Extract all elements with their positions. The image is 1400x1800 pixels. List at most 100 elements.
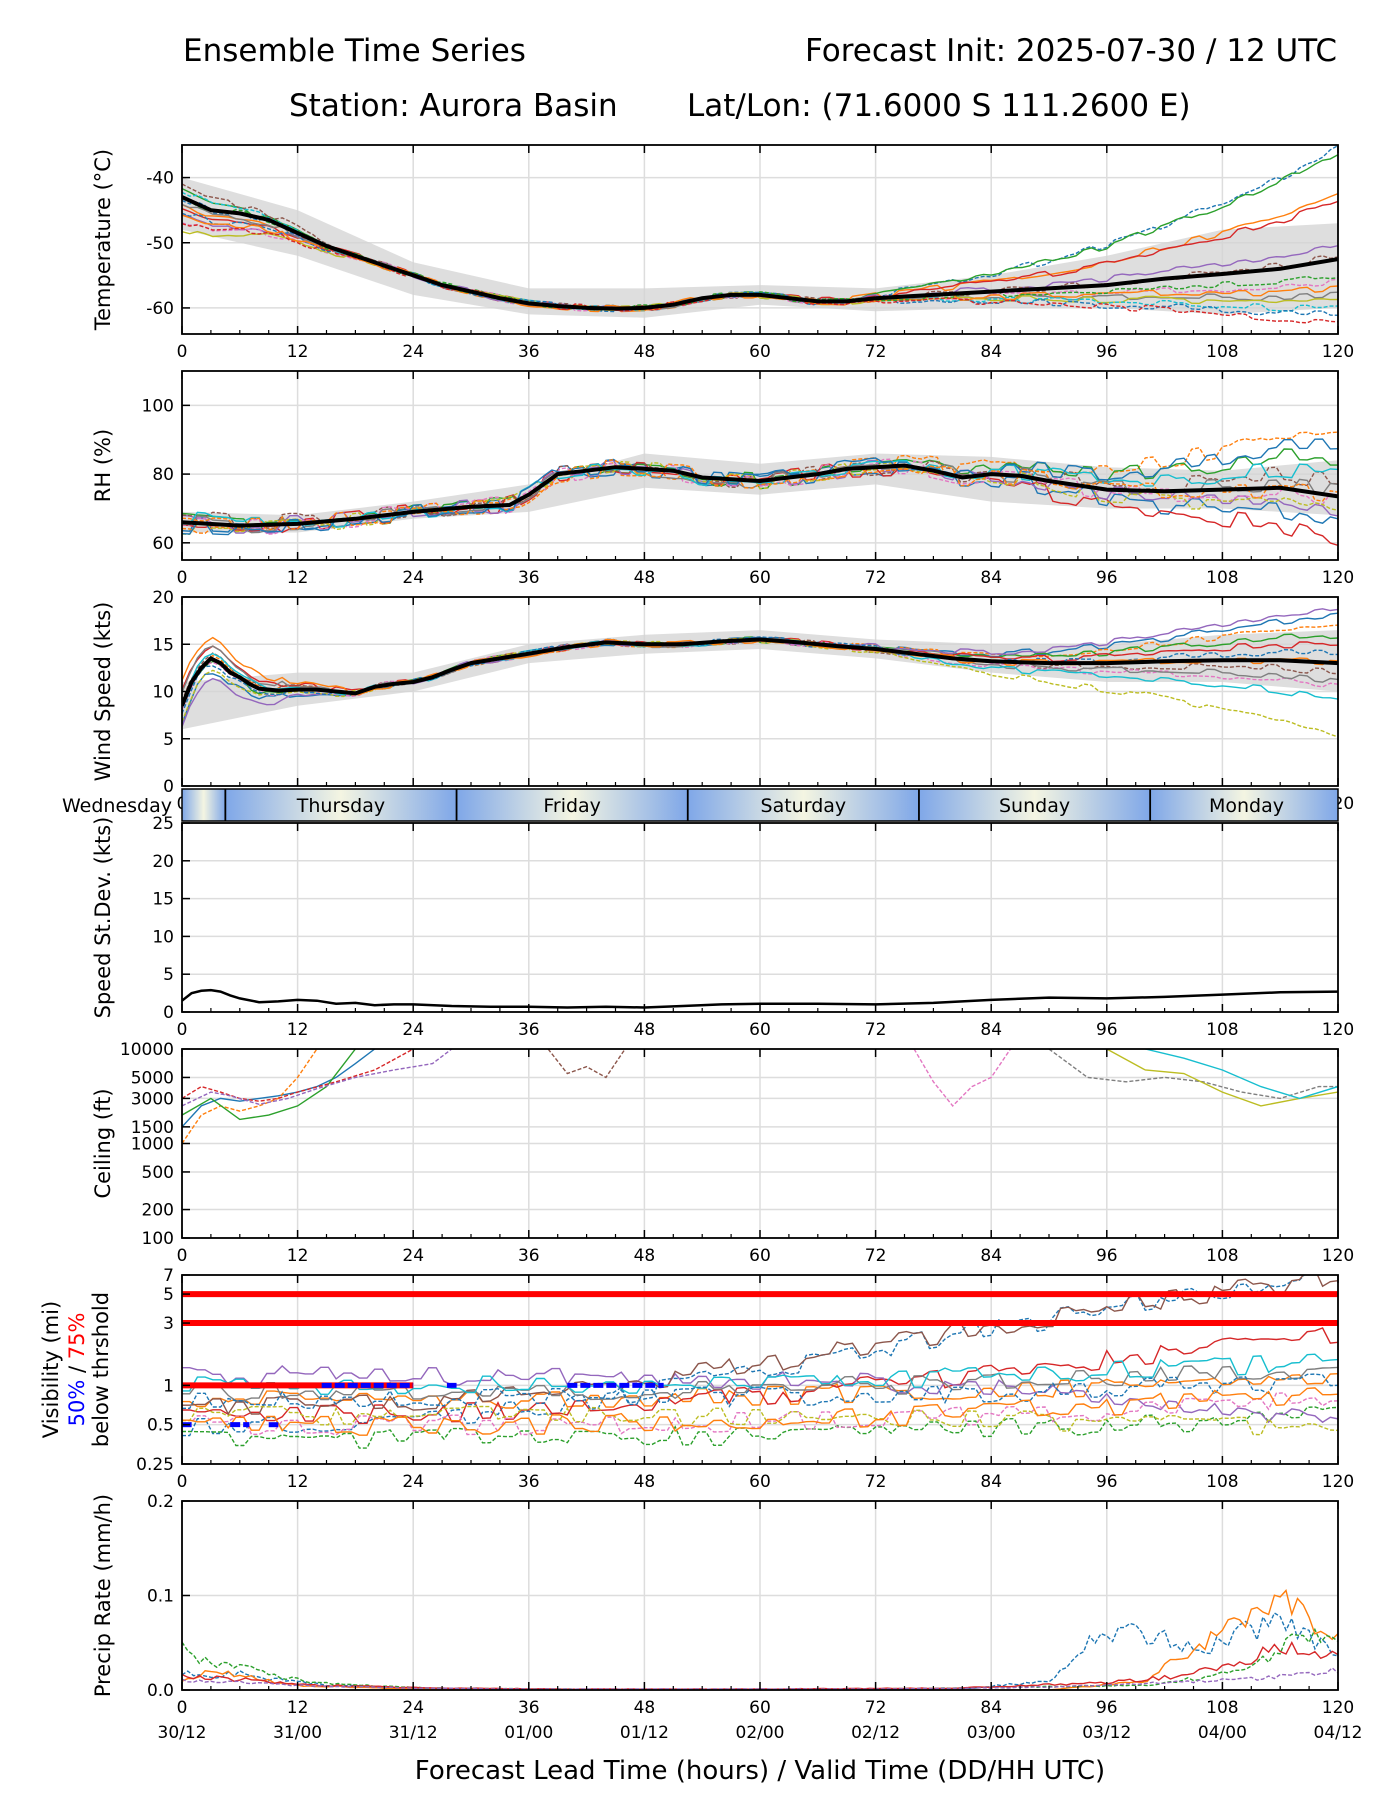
x-tick-label: 96 <box>1096 1020 1118 1040</box>
member-line <box>547 1049 626 1079</box>
x-tick-label: 120 <box>1322 1698 1354 1718</box>
y-tick-label: 100 <box>142 1229 174 1249</box>
y-tick-label: 0.1 <box>147 1587 174 1607</box>
x-tick-label: 60 <box>749 342 771 362</box>
x-tick-label: 12 <box>287 568 309 588</box>
day-band-frame <box>181 788 1339 822</box>
member-line <box>182 1049 414 1102</box>
valid-time-label: 02/00 <box>736 1723 785 1743</box>
x-tick-label: 96 <box>1096 1472 1118 1492</box>
x-tick-label: 60 <box>749 1020 771 1040</box>
x-tick-label: 24 <box>402 342 424 362</box>
y-tick-label: 10000 <box>120 1040 174 1060</box>
x-tick-label: 108 <box>1206 568 1238 588</box>
x-tick-label: 12 <box>287 1472 309 1492</box>
member-line <box>182 1387 1338 1436</box>
x-tick-label: 36 <box>518 568 540 588</box>
y-tick-label: 200 <box>142 1201 174 1221</box>
day-label: Friday <box>543 795 601 817</box>
member-line <box>182 1049 453 1107</box>
y-tick-label: 7 <box>163 1266 174 1286</box>
x-tick-label: 120 <box>1322 568 1354 588</box>
precip-plot-area <box>182 1501 1338 1690</box>
y-axis-label: Precip Rate (mm/h) <box>91 1494 115 1697</box>
y-tick-label: 15 <box>152 890 174 910</box>
valid-time-label: 31/00 <box>273 1723 322 1743</box>
x-tick-label: 72 <box>865 1472 887 1492</box>
day-segment <box>1150 789 1338 821</box>
x-tick-label: 24 <box>402 1698 424 1718</box>
y-tick-label: 20 <box>152 852 174 872</box>
visibility-plot-area <box>182 1275 1338 1464</box>
x-tick-label: 36 <box>518 342 540 362</box>
x-tick-label: 48 <box>634 568 656 588</box>
valid-time-label: 03/00 <box>967 1723 1016 1743</box>
station-label: Station: Aurora Basin <box>289 88 618 124</box>
pct50-label: 50% <box>65 1380 89 1427</box>
y-tick-label: -50 <box>146 234 174 254</box>
member-line <box>182 1373 1338 1409</box>
day-segment <box>456 789 688 821</box>
valid-time-label: 04/00 <box>1198 1723 1247 1743</box>
x-tick-label: 96 <box>1096 1246 1118 1266</box>
x-tick-label: 72 <box>865 1246 887 1266</box>
y-tick-label: 10 <box>152 683 174 703</box>
x-tick-label: 96 <box>1096 568 1118 588</box>
speed_stdev-plot-area <box>182 823 1338 1012</box>
valid-time-label: 03/12 <box>1082 1723 1131 1743</box>
chart-title: Ensemble Time Series <box>183 33 526 69</box>
x-tick-label: 48 <box>634 1246 656 1266</box>
y-tick-label: 60 <box>152 534 174 554</box>
day-segment <box>687 789 919 821</box>
temperature-plot-area <box>182 145 1338 334</box>
x-tick-label: 120 <box>1322 1246 1354 1266</box>
x-tick-label: 72 <box>865 1020 887 1040</box>
x-tick-label: 0 <box>177 342 188 362</box>
x-tick-label: 36 <box>518 1020 540 1040</box>
y-tick-label: 3000 <box>131 1089 174 1109</box>
member-line <box>182 1365 1338 1424</box>
member-line <box>182 459 1338 528</box>
y-tick-label: 80 <box>152 465 174 485</box>
x-tick-label: 60 <box>749 1698 771 1718</box>
x-tick-label: 120 <box>1322 1472 1354 1492</box>
y-tick-label: 1500 <box>131 1118 174 1138</box>
member-line <box>182 1275 1338 1416</box>
x-tick-label: 96 <box>1096 342 1118 362</box>
x-tick-label: 84 <box>980 1246 1002 1266</box>
x-tick-label: 60 <box>749 1472 771 1492</box>
x-tick-label: 108 <box>1206 1020 1238 1040</box>
y-tick-label: 100 <box>142 396 174 416</box>
ensemble-mean-line <box>182 637 1338 707</box>
pct75-label: 75% <box>65 1313 89 1360</box>
x-tick-label: 60 <box>749 568 771 588</box>
y-tick-label: 20 <box>152 588 174 608</box>
y-tick-label: 0 <box>163 777 174 797</box>
y-tick-label: 0.25 <box>136 1455 174 1475</box>
latlon-label: Lat/Lon: (71.6000 S 111.2600 E) <box>687 88 1191 124</box>
x-tick-label: 12 <box>287 1698 309 1718</box>
x-tick-label: 0 <box>177 1472 188 1492</box>
y-tick-label: 1 <box>163 1376 174 1396</box>
ensemble-mean-line <box>182 195 1338 311</box>
x-tick-label: 48 <box>634 1020 656 1040</box>
member-line <box>182 197 1338 311</box>
member-line <box>182 1666 1338 1690</box>
valid-time-label: 01/00 <box>504 1723 553 1743</box>
member-line <box>1145 1049 1338 1100</box>
y-tick-label: 5 <box>163 730 174 750</box>
day-label: Monday <box>1209 795 1284 817</box>
day-segment <box>918 789 1151 821</box>
x-tick-label: 108 <box>1206 342 1238 362</box>
valid-time-label: 04/12 <box>1314 1723 1363 1743</box>
y-tick-label: 500 <box>142 1163 174 1183</box>
x-tick-label: 72 <box>865 342 887 362</box>
day-label: Saturday <box>761 795 847 817</box>
valid-time-label: 01/12 <box>620 1723 669 1743</box>
day-segment <box>182 789 226 821</box>
valid-time-label: 30/12 <box>158 1723 207 1743</box>
x-tick-label: 84 <box>980 1698 1002 1718</box>
y-tick-label: 0 <box>163 1003 174 1023</box>
x-tick-label: 84 <box>980 342 1002 362</box>
